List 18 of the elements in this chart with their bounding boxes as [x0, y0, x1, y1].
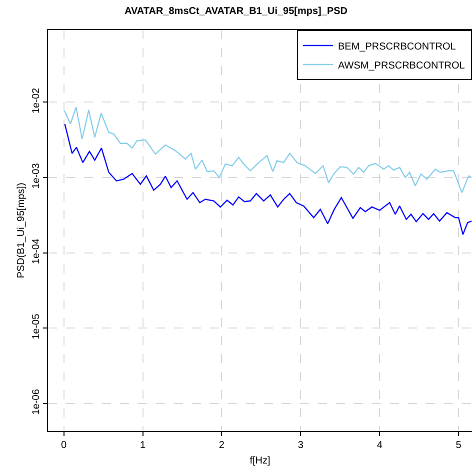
y-tick-label: 1e-06	[31, 388, 42, 415]
legend-label: AWSM_PRSCRBCONTROL	[338, 60, 466, 72]
x-tick-label: 3	[298, 440, 304, 451]
legend-label: BEM_PRSCRBCONTROL	[338, 41, 456, 52]
line-series	[64, 106, 472, 194]
x-tick-label: 4	[376, 440, 383, 451]
y-tick-label: 1e-02	[31, 87, 42, 114]
line-series	[64, 123, 472, 236]
x-axis-title: f[Hz]	[250, 456, 270, 466]
x-tick-label: 2	[218, 440, 225, 451]
y-axis-title: PSD(B1_Ui_95[mps])	[16, 182, 27, 278]
y-tick-label: 1e-04	[31, 238, 42, 264]
x-tick-label: 0	[61, 440, 68, 451]
y-tick-label: 1e-03	[31, 162, 42, 189]
y-tick-label: 1e-05	[31, 313, 42, 340]
x-tick-label: 5	[456, 440, 462, 451]
chart-title: AVATAR_8msCt_AVATAR_B1_Ui_95[mps]_PSD	[124, 6, 348, 18]
x-tick-label: 1	[140, 440, 146, 451]
